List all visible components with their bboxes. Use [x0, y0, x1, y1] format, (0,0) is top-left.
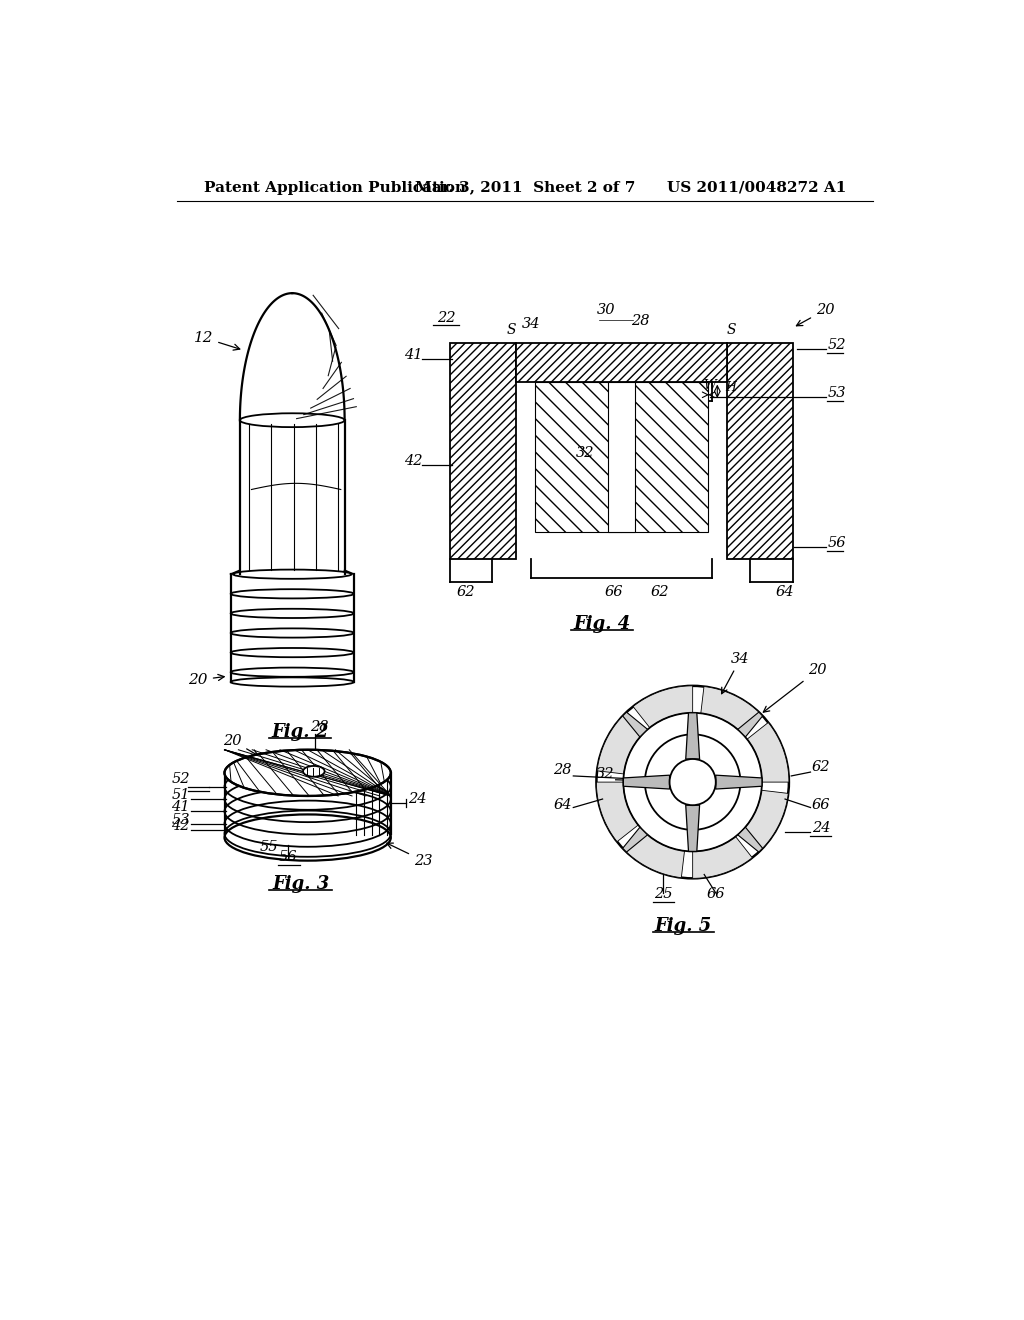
Text: 55: 55 [260, 841, 279, 854]
Polygon shape [623, 828, 647, 853]
Text: 52: 52 [827, 338, 846, 352]
Text: 22: 22 [326, 770, 344, 784]
Polygon shape [716, 775, 762, 789]
Polygon shape [727, 343, 793, 558]
Text: 42: 42 [171, 818, 189, 833]
Text: 24: 24 [408, 792, 426, 807]
Text: 32: 32 [575, 446, 594, 461]
Text: US 2011/0048272 A1: US 2011/0048272 A1 [668, 181, 847, 194]
Ellipse shape [233, 570, 351, 579]
Text: 52: 52 [171, 772, 189, 785]
Text: 62: 62 [457, 585, 475, 599]
Text: 20: 20 [223, 734, 258, 755]
Ellipse shape [240, 413, 345, 428]
Text: Patent Application Publication: Patent Application Publication [204, 181, 466, 194]
Polygon shape [608, 381, 635, 532]
Text: 24: 24 [812, 821, 830, 836]
Text: Fig. 4: Fig. 4 [573, 615, 631, 634]
Text: 66: 66 [812, 799, 830, 812]
Text: Fig. 5: Fig. 5 [654, 917, 712, 935]
Polygon shape [700, 686, 761, 733]
Polygon shape [625, 832, 684, 878]
Text: W: W [703, 379, 717, 392]
Ellipse shape [224, 814, 391, 861]
Ellipse shape [230, 648, 354, 657]
Polygon shape [686, 713, 699, 759]
Polygon shape [633, 686, 692, 727]
Ellipse shape [303, 766, 325, 776]
Polygon shape [451, 343, 515, 558]
Text: 28: 28 [631, 314, 649, 327]
Polygon shape [686, 805, 699, 851]
Text: 20: 20 [797, 304, 835, 326]
Text: 66: 66 [604, 585, 623, 599]
Text: 62: 62 [812, 759, 830, 774]
Polygon shape [597, 714, 644, 774]
Text: 64: 64 [553, 799, 571, 812]
Polygon shape [515, 343, 727, 381]
Text: 23: 23 [387, 843, 432, 867]
Text: 22: 22 [437, 310, 456, 325]
Ellipse shape [230, 609, 354, 618]
Text: 64: 64 [776, 585, 795, 599]
Text: 53: 53 [827, 387, 846, 400]
Polygon shape [748, 722, 788, 781]
Text: S: S [507, 323, 516, 337]
Text: 41: 41 [171, 800, 189, 814]
Text: Fig. 3: Fig. 3 [272, 875, 330, 892]
Text: 62: 62 [650, 585, 669, 599]
Text: 56: 56 [827, 536, 846, 550]
Polygon shape [535, 381, 621, 532]
Text: 41: 41 [403, 347, 423, 362]
Text: 25: 25 [611, 506, 631, 520]
Text: 66: 66 [707, 887, 725, 900]
Polygon shape [621, 381, 708, 532]
Text: 25: 25 [654, 887, 673, 900]
Polygon shape [623, 711, 647, 737]
Text: 12: 12 [194, 330, 240, 350]
Text: 51: 51 [171, 788, 189, 803]
Text: 30: 30 [596, 304, 614, 317]
Text: 28: 28 [310, 719, 329, 734]
Ellipse shape [230, 668, 354, 677]
Text: 34: 34 [722, 652, 750, 694]
Ellipse shape [224, 750, 391, 796]
Text: Mar. 3, 2011  Sheet 2 of 7: Mar. 3, 2011 Sheet 2 of 7 [415, 181, 635, 194]
Ellipse shape [230, 628, 354, 638]
Ellipse shape [230, 589, 354, 598]
Polygon shape [624, 775, 670, 789]
Polygon shape [741, 791, 788, 850]
Ellipse shape [230, 677, 354, 686]
Text: 34: 34 [521, 317, 541, 331]
Text: 53: 53 [171, 813, 189, 826]
Circle shape [670, 759, 716, 805]
Text: 20: 20 [763, 664, 826, 713]
Text: 20: 20 [188, 673, 224, 686]
Polygon shape [692, 837, 753, 878]
Text: H: H [725, 381, 736, 395]
Text: 28: 28 [553, 763, 571, 777]
Polygon shape [738, 711, 763, 737]
Circle shape [596, 686, 788, 878]
Text: S: S [726, 323, 736, 337]
Text: 42: 42 [403, 454, 423, 467]
Text: Fig. 2: Fig. 2 [271, 723, 329, 741]
Text: 32: 32 [596, 767, 614, 781]
Polygon shape [596, 781, 638, 842]
Text: 56: 56 [280, 850, 298, 863]
Polygon shape [738, 828, 763, 853]
